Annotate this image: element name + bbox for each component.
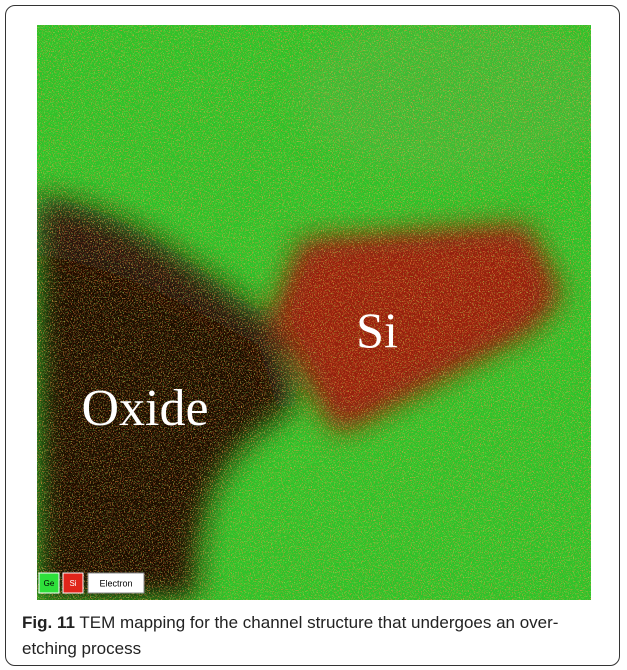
legend-label: Si — [69, 579, 76, 588]
caption-text: TEM mapping for the channel structure th… — [22, 613, 558, 658]
legend-label: Ge — [44, 579, 55, 588]
caption-label: Fig. 11 — [22, 613, 75, 632]
caption: Fig. 11 TEM mapping for the channel stru… — [22, 610, 612, 662]
tem-image: Si Oxide Ge Si Electron — [37, 25, 591, 600]
page: Si Oxide Ge Si Electron Fig. 11 TEM mapp… — [0, 0, 627, 670]
legend-label: Electron — [99, 578, 132, 588]
region-label: Si — [356, 302, 398, 358]
region-label: Oxide — [81, 380, 208, 437]
